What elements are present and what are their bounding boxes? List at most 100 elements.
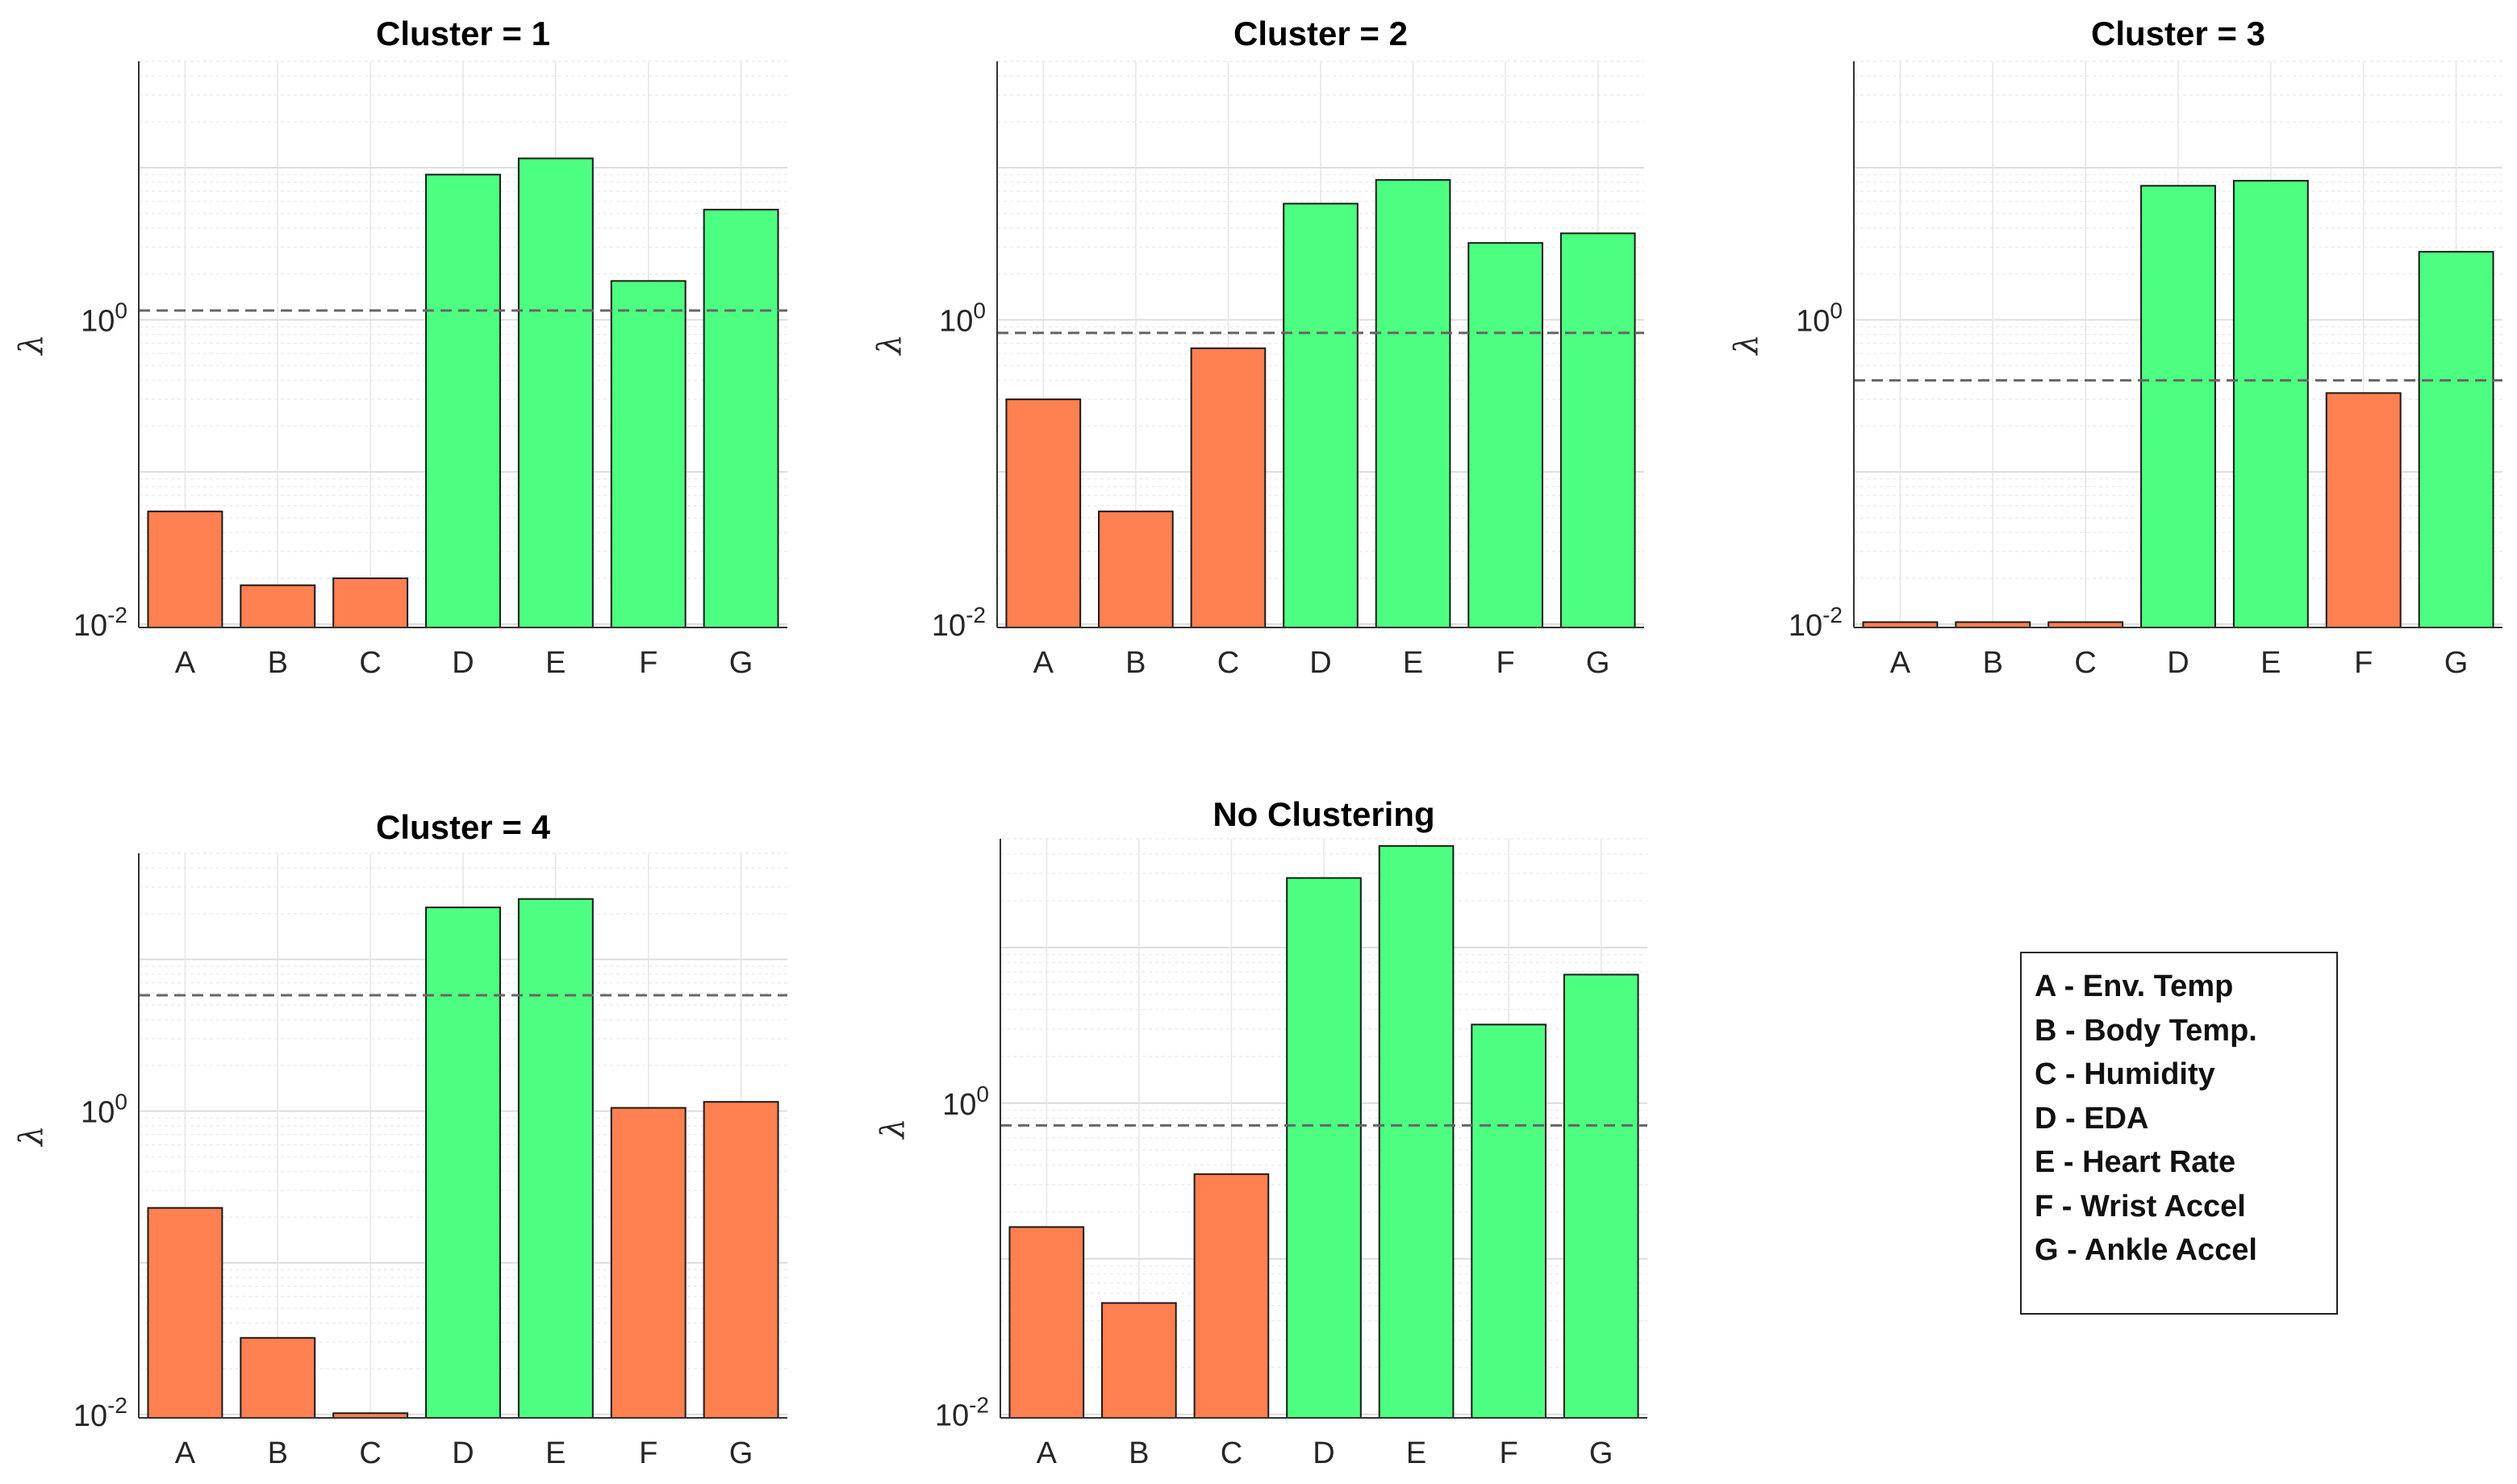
x-tick-label: B xyxy=(1129,1436,1149,1470)
y-tick-label: 100 xyxy=(1796,298,1843,339)
y-axis-label: λ xyxy=(13,334,50,356)
x-tick-label: B xyxy=(268,1436,288,1470)
bar-d xyxy=(425,907,501,1419)
bar-e xyxy=(1375,179,1451,629)
x-tick-label: E xyxy=(1406,1436,1426,1470)
x-tick-label: C xyxy=(2074,646,2096,680)
bar-e xyxy=(517,898,594,1419)
x-tick-label: G xyxy=(1589,1436,1613,1470)
x-tick-label: F xyxy=(1496,646,1515,680)
bar-b xyxy=(240,1336,316,1419)
legend-item-e: E - Heart Rate xyxy=(2035,1145,2236,1179)
chart-panel-2: A B C D E F G 10-2 100 λ Cluster = 2 xyxy=(871,15,1644,680)
x-tick-label: F xyxy=(2354,646,2373,680)
bar-d xyxy=(1286,877,1362,1419)
bar-f xyxy=(1471,1023,1547,1419)
legend-item-d: D - EDA xyxy=(2035,1101,2149,1136)
y-axis-label: λ xyxy=(13,1125,50,1147)
x-tick-label: D xyxy=(1309,646,1331,680)
chart-panel-3: A B C D E F G 10-2 100 λ Cluster = 3 xyxy=(1728,15,2502,680)
bar-g xyxy=(2418,251,2494,628)
chart-title: Cluster = 1 xyxy=(376,15,550,52)
x-tick-label: C xyxy=(1217,646,1239,680)
y-tick-label: 10-2 xyxy=(1789,602,1843,643)
x-tick-label: G xyxy=(729,1436,753,1470)
x-tick-label: A xyxy=(1890,646,1911,680)
bar-f xyxy=(2325,392,2402,628)
y-tick-label: 10-2 xyxy=(932,602,986,643)
bar-f xyxy=(610,1107,687,1419)
legend-box: A - Env. Temp B - Body Temp. C - Humidit… xyxy=(2020,952,2338,1315)
x-tick-label: C xyxy=(1221,1436,1242,1470)
x-tick-label: A xyxy=(1037,1436,1058,1470)
bar-g xyxy=(703,1101,779,1419)
bar-g xyxy=(1563,973,1639,1419)
x-tick-label: A xyxy=(175,1436,196,1470)
x-tick-label: D xyxy=(2167,646,2189,680)
legend-item-c: C - Humidity xyxy=(2035,1057,2215,1091)
bar-f xyxy=(1467,242,1543,628)
bar-c xyxy=(1190,347,1267,628)
legend-item-g: G - Ankle Accel xyxy=(2035,1233,2257,1267)
x-tick-label: A xyxy=(1033,646,1054,680)
legend-item-b: B - Body Temp. xyxy=(2035,1013,2257,1048)
x-tick-label: E xyxy=(2260,646,2281,680)
bar-e xyxy=(517,157,594,629)
legend-item-a: A - Env. Temp xyxy=(2035,969,2234,1003)
bar-d xyxy=(425,173,501,628)
bar-b xyxy=(1101,1302,1177,1419)
x-tick-label: E xyxy=(545,1436,566,1470)
bar-a xyxy=(1008,1226,1085,1419)
chart-title: No Clustering xyxy=(1213,795,1434,833)
chart-title: Cluster = 2 xyxy=(1233,15,1408,52)
y-axis-label: λ xyxy=(871,334,908,356)
bar-e xyxy=(1378,844,1455,1419)
x-tick-label: D xyxy=(1313,1436,1334,1470)
x-tick-label: E xyxy=(545,646,566,680)
x-tick-label: F xyxy=(1500,1436,1518,1470)
y-tick-label: 10-2 xyxy=(73,602,127,643)
bar-d xyxy=(1283,202,1359,628)
bar-c xyxy=(332,577,409,629)
x-tick-label: G xyxy=(2444,646,2469,680)
x-tick-label: G xyxy=(1586,646,1610,680)
y-tick-label: 10-2 xyxy=(935,1393,989,1433)
bar-b xyxy=(240,584,316,628)
bar-a xyxy=(1005,398,1082,628)
y-tick-label: 100 xyxy=(942,1082,989,1122)
x-tick-label: G xyxy=(729,646,753,680)
chart-panel-4: A B C D E F G 10-2 100 λ Cluster = 4 xyxy=(13,808,787,1470)
bar-f xyxy=(610,280,687,628)
chart-panel-1: A B C D E F G 10-2 100 λ Cluster = 1 xyxy=(13,15,787,680)
y-tick-label: 100 xyxy=(81,298,127,339)
chart-title: Cluster = 4 xyxy=(376,808,551,846)
y-axis-label: λ xyxy=(874,1118,912,1140)
x-tick-label: E xyxy=(1403,646,1423,680)
bar-e xyxy=(2232,180,2309,628)
x-tick-label: F xyxy=(639,646,657,680)
bar-a xyxy=(147,511,223,628)
y-tick-label: 100 xyxy=(939,298,986,339)
x-tick-label: C xyxy=(359,646,381,680)
x-tick-label: F xyxy=(639,1436,657,1470)
x-tick-label: C xyxy=(359,1436,381,1470)
bar-g xyxy=(703,208,779,628)
bar-b xyxy=(1098,511,1174,628)
bar-d xyxy=(2140,185,2216,628)
x-tick-label: A xyxy=(175,646,196,680)
y-axis-label: λ xyxy=(1728,334,1765,356)
y-tick-label: 10-2 xyxy=(73,1393,127,1433)
bar-c xyxy=(1193,1173,1270,1419)
x-tick-label: B xyxy=(1125,646,1146,680)
x-tick-label: D xyxy=(452,646,474,680)
chart-panel-5: A B C D E F G 10-2 100 λ No Clustering xyxy=(874,795,1647,1470)
x-tick-label: B xyxy=(1983,646,2003,680)
bar-a xyxy=(147,1207,223,1419)
bar-g xyxy=(1559,232,1636,628)
x-tick-label: B xyxy=(268,646,288,680)
x-tick-label: D xyxy=(452,1436,474,1470)
legend-item-f: F - Wrist Accel xyxy=(2035,1189,2246,1223)
chart-title: Cluster = 3 xyxy=(2091,15,2265,52)
y-tick-label: 100 xyxy=(81,1090,127,1130)
